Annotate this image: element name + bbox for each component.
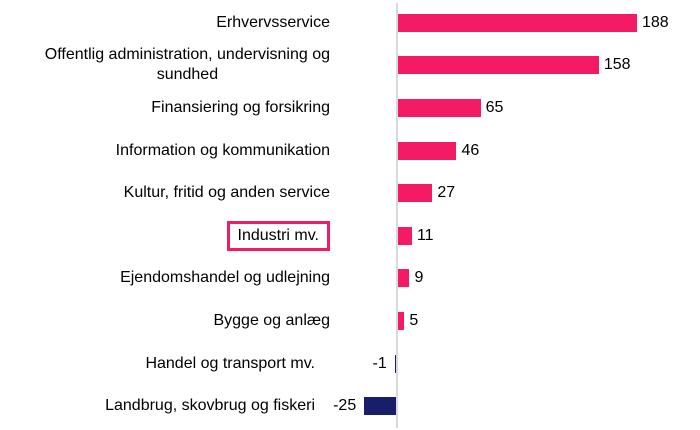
category-label-cell: Ejendomshandel og udlejning [0, 257, 330, 300]
category-label-cell: Bygge og anlæg [0, 300, 330, 343]
category-label: Finansiering og forsikring [151, 98, 330, 116]
category-label: Offentlig administration, undervisning o… [44, 46, 330, 84]
chart-row: Landbrug, skovbrug og fiskeri -25 [0, 385, 700, 428]
category-label: Landbrug, skovbrug og fiskeri [105, 397, 315, 415]
value-label: -25 [333, 397, 357, 415]
category-label-cell: Industri mv. [0, 215, 330, 258]
value-label: 65 [485, 98, 504, 116]
bar-positive [398, 98, 481, 117]
category-label: Bygge og anlæg [213, 311, 330, 329]
value-label: 46 [461, 141, 480, 159]
chart-row: Industri mv. 11 [0, 215, 700, 258]
bar-positive [398, 56, 599, 75]
chart-row: Finansiering og forsikring 65 [0, 87, 700, 130]
chart-row: Kultur, fritid og anden service 27 [0, 172, 700, 215]
bar-positive [398, 311, 405, 330]
value-label: -1 [372, 354, 387, 372]
bar-negative [364, 397, 396, 416]
bar-positive [398, 13, 637, 32]
category-label: Ejendomshandel og udlejning [120, 269, 330, 287]
category-label-cell: Handel og transport mv. [0, 342, 315, 385]
value-label: 5 [409, 311, 419, 329]
chart-row: Handel og transport mv. -1 [0, 342, 700, 385]
chart-row: Erhvervsservice 188 [0, 2, 700, 45]
chart-row: Offentlig administration, undervisning o… [0, 44, 700, 87]
value-label: 9 [414, 269, 424, 287]
bar-positive [398, 184, 433, 203]
category-label-cell: Kultur, fritid og anden service [0, 172, 330, 215]
chart-row: Bygge og anlæg 5 [0, 300, 700, 343]
value-label: 11 [416, 226, 434, 244]
value-label: 158 [603, 56, 631, 74]
bar-positive [398, 141, 457, 160]
category-label: Information og kommunikation [115, 141, 330, 159]
category-label-cell: Erhvervsservice [0, 2, 330, 45]
highlighted-category-label: Industri mv. [226, 220, 330, 251]
chart-row: Ejendomshandel og udlejning 9 [0, 257, 700, 300]
category-label: Erhvervsservice [216, 13, 330, 31]
value-label: 27 [437, 184, 456, 202]
bar-positive [398, 269, 410, 288]
value-label: 188 [642, 13, 669, 31]
zero-axis-line [396, 3, 398, 428]
category-label-cell: Landbrug, skovbrug og fiskeri [0, 385, 315, 428]
category-label: Handel og transport mv. [145, 354, 315, 372]
bar-positive [398, 226, 412, 245]
category-label: Kultur, fritid og anden service [123, 184, 330, 202]
chart-row: Information og kommunikation 46 [0, 129, 700, 172]
category-label-cell: Finansiering og forsikring [0, 87, 330, 130]
bar-negative [394, 354, 396, 373]
category-label-cell: Information og kommunikation [0, 129, 330, 172]
category-label-cell: Offentlig administration, undervisning o… [0, 44, 330, 87]
